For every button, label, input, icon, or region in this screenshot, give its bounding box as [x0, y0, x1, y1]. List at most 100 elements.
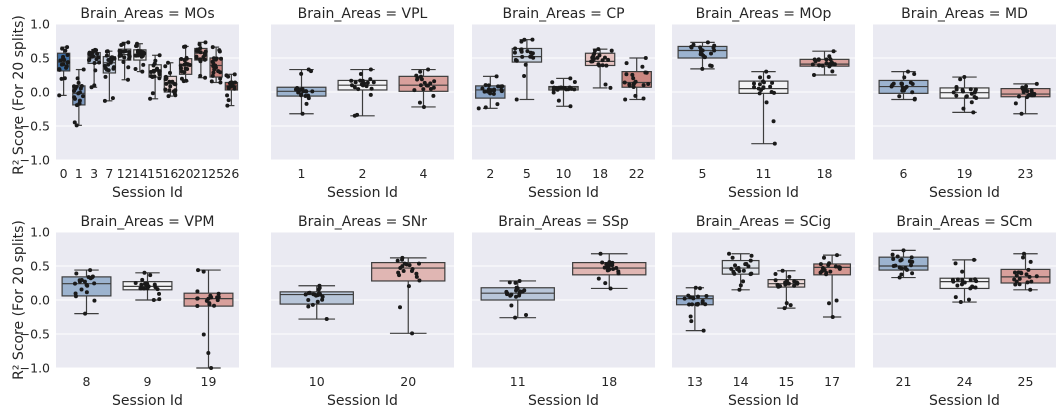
x-tick-label: 0 [60, 166, 68, 181]
swarm-point [910, 90, 915, 95]
swarm-point [72, 95, 77, 100]
swarm-point [201, 269, 206, 274]
swarm-point [213, 65, 218, 70]
swarm-point [96, 55, 101, 60]
panel-title: Brain_Areas = VPM [81, 214, 215, 230]
swarm-point [624, 61, 629, 66]
swarm-point [88, 268, 93, 273]
swarm-point [517, 293, 522, 298]
x-axis-label: Session Id [112, 393, 183, 409]
x-tick-label: 6 [900, 166, 908, 181]
y-tick-label: 0.0 [30, 293, 50, 308]
swarm-point [712, 43, 717, 48]
swarm-point [483, 83, 488, 88]
swarm-point [633, 93, 638, 98]
swarm-point [727, 251, 732, 256]
box-session-7 [102, 49, 117, 103]
swarm-point [95, 51, 100, 56]
swarm-point [764, 69, 769, 74]
swarm-point [92, 281, 97, 286]
swarm-point [300, 111, 305, 116]
swarm-point [738, 283, 743, 288]
swarm-point [313, 292, 318, 297]
swarm-point [125, 77, 130, 82]
swarm-point [682, 296, 687, 301]
swarm-point [772, 141, 777, 146]
swarm-point [418, 83, 423, 88]
swarm-point [424, 83, 429, 88]
x-tick-label: 10 [556, 166, 572, 181]
swarm-point [782, 306, 787, 311]
swarm-point [769, 89, 774, 94]
swarm-point [188, 63, 193, 68]
panel-title: Brain_Areas = SCm [896, 214, 1032, 230]
swarm-point [550, 80, 555, 85]
swarm-point [358, 78, 363, 83]
swarm-point [903, 266, 908, 271]
swarm-point [592, 48, 597, 53]
swarm-point [209, 366, 214, 370]
swarm-point [611, 267, 616, 272]
x-axis-label: Session Id [528, 393, 599, 409]
swarm-point [897, 275, 902, 280]
swarm-point [784, 301, 789, 306]
swarm-point [812, 57, 817, 62]
x-tick-label: 11 [510, 374, 526, 389]
swarm-point [134, 43, 139, 48]
swarm-point [960, 87, 965, 92]
swarm-point [1021, 89, 1026, 94]
box-session-18 [572, 251, 647, 291]
x-axis-label: Session Id [327, 393, 398, 409]
swarm-point [148, 96, 153, 101]
swarm-point [181, 44, 186, 49]
x-axis-label: Session Id [327, 185, 398, 201]
swarm-point [173, 93, 178, 98]
swarm-point [206, 296, 211, 301]
swarm-point [153, 285, 158, 290]
swarm-point [167, 70, 172, 75]
swarm-point [417, 278, 422, 283]
swarm-point [968, 87, 973, 92]
swarm-point [702, 55, 707, 60]
swarm-point [1034, 81, 1039, 86]
y-axis-label-top: R² Score (For 20 splits) [11, 15, 27, 175]
swarm-point [960, 277, 965, 282]
swarm-point [122, 55, 127, 60]
swarm-point [352, 85, 357, 90]
swarm-point [1018, 270, 1023, 275]
swarm-point [139, 282, 144, 287]
swarm-point [60, 46, 65, 51]
panel-9: Brain_Areas = SCig Session Id 13 14 15 17 [672, 214, 855, 409]
swarm-point [87, 57, 92, 62]
swarm-point [127, 49, 132, 54]
swarm-point [87, 50, 92, 55]
swarm-point [951, 90, 956, 95]
swarm-point [513, 57, 518, 62]
swarm-point [369, 86, 374, 91]
swarm-point [97, 60, 102, 65]
swarm-point [822, 255, 827, 260]
swarm-point [709, 63, 714, 68]
swarm-point [203, 49, 208, 54]
swarm-point [414, 73, 419, 78]
swarm-point [691, 295, 696, 300]
swarm-point [1013, 282, 1018, 287]
swarm-point [106, 62, 111, 67]
swarm-point [119, 42, 124, 47]
swarm-point [406, 284, 411, 289]
x-tick-label: 23 [1018, 166, 1034, 181]
y-tick-label: 1.0 [30, 17, 50, 32]
swarm-point [476, 106, 481, 111]
swarm-point [166, 94, 171, 99]
swarm-point [368, 77, 373, 82]
swarm-point [1034, 274, 1039, 279]
swarm-point [766, 75, 771, 80]
swarm-point [1012, 270, 1017, 275]
swarm-point [514, 97, 519, 102]
swarm-point [764, 100, 769, 105]
swarm-point [225, 103, 230, 108]
swarm-point [140, 69, 145, 74]
swarm-point [741, 268, 746, 273]
swarm-point [232, 72, 237, 77]
swarm-point [699, 47, 704, 52]
